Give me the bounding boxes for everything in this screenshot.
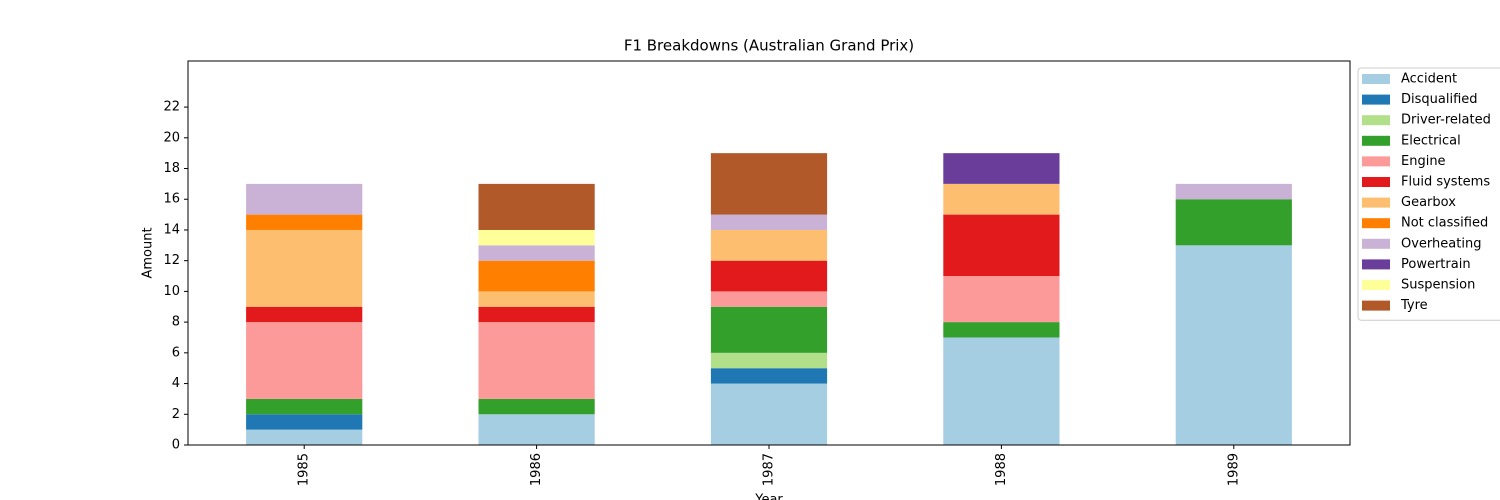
bar-segment [478,398,595,415]
bar-segment [478,414,595,445]
legend-swatch [1362,135,1390,146]
bar-segment [710,352,828,369]
y-tick-label: 22 [163,100,180,115]
legend-swatch [1362,74,1390,84]
legend-swatch [1362,94,1390,105]
legend-label: Not classified [1401,216,1488,231]
bar-segment [943,276,1060,323]
y-tick-label: 12 [163,253,180,268]
legend-label: Electrical [1401,133,1461,148]
x-axis-label: Year [754,493,783,500]
legend-label: Overheating [1401,236,1481,251]
legend-label: Disqualified [1401,92,1478,107]
bar-segment [246,183,363,215]
bar-segment [246,398,363,415]
bar-segment [710,291,828,307]
legend-label: Tyre [1400,298,1428,313]
y-tick-label: 10 [163,284,180,299]
bar-segment [246,429,363,445]
legend-swatch [1362,156,1390,167]
legend-swatch [1362,218,1390,229]
legend-swatch [1362,300,1390,311]
legend-label: Fluid systems [1401,175,1490,190]
bar-segment [478,229,595,246]
legend-swatch [1362,259,1390,270]
bar-segment [478,245,595,261]
x-tick-label: 1985 [297,453,312,486]
y-tick-label: 0 [172,438,180,453]
bar-segment [710,214,828,230]
y-tick-label: 18 [163,161,180,176]
bar-segment [478,306,595,323]
bar-segment [478,291,595,307]
bar-segment [943,322,1060,338]
x-tick-label: 1987 [762,453,777,486]
legend-label: Powertrain [1401,257,1471,272]
bar-segment [246,306,363,323]
bar-segment [478,260,595,292]
bar-segment [943,153,1060,184]
y-tick-label: 4 [172,376,180,391]
y-tick-label: 6 [172,345,180,360]
bar-segment [710,260,828,292]
legend-swatch [1362,115,1390,126]
legend-swatch [1362,177,1390,187]
legend-label: Driver-related [1401,113,1491,128]
bar-segment [1175,199,1292,246]
x-tick-label: 1989 [1226,453,1241,486]
x-tick-label: 1988 [994,453,1009,486]
bar-segment [710,368,828,384]
x-tick-label: 1986 [529,453,544,486]
y-tick-label: 2 [172,407,180,422]
bar-segment [478,322,595,399]
legend-label: Suspension [1401,278,1475,293]
legend-swatch [1362,197,1390,208]
bar-segment [943,214,1060,277]
y-axis-label: Amount [141,227,156,278]
bar-segment [710,153,828,215]
y-tick-label: 8 [172,315,180,330]
bar-segment [710,383,828,445]
bar-segment [943,183,1060,215]
bar-segment [246,229,363,307]
chart-title: F1 Breakdowns (Australian Grand Prix) [624,37,914,55]
bar-segment [246,214,363,230]
bar-segment [478,183,595,230]
legend-swatch [1362,238,1390,249]
bar-segment [710,229,828,261]
legend-label: Gearbox [1401,195,1456,210]
bar-segment [710,306,828,353]
bar-segment [943,337,1060,445]
legend-label: Accident [1401,72,1457,87]
legend-swatch [1362,280,1390,290]
legend-box [1357,67,1500,321]
bar-segment [246,414,363,430]
bar-segment [246,322,363,399]
bar-segment [1175,245,1292,445]
y-tick-label: 20 [163,130,180,145]
plot-frame [187,60,1351,446]
y-tick-label: 14 [163,222,180,237]
legend-label: Engine [1401,154,1446,169]
bar-segment [1175,183,1292,200]
y-tick-label: 16 [163,192,180,207]
